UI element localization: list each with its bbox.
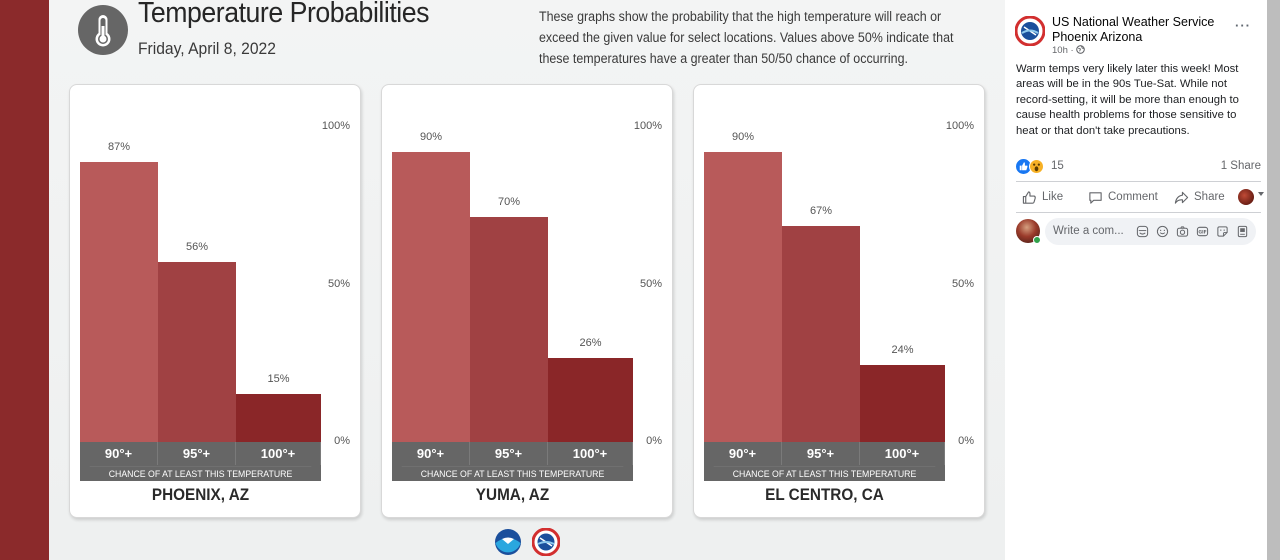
bar-100-plus <box>860 365 945 442</box>
bar-value-label: 90% <box>731 131 755 143</box>
globe-icon <box>1076 45 1086 54</box>
category-label: 90°+ <box>704 442 782 465</box>
reaction-profile-avatar[interactable] <box>1238 189 1254 205</box>
camera-icon[interactable] <box>1176 225 1189 238</box>
like-label: Like <box>1042 191 1064 203</box>
bar-value-label: 26% <box>579 337 602 349</box>
category-strip: 90°+ 95°+ 100°+ CHANCE OF AT LEAST THIS … <box>704 442 945 481</box>
thermometer-icon <box>78 5 128 55</box>
chart-card-phoenix: 87% 56% 15% 100% 50% 0% 90°+ 95°+ 100°+ CHANC… <box>69 84 361 518</box>
bar-value-label: 87% <box>107 141 131 153</box>
y-axis-tick-label: 50% <box>639 278 662 290</box>
reaction-summary[interactable]: 15 1 Share <box>1016 158 1261 176</box>
page-scrollbar[interactable] <box>1267 0 1280 560</box>
bar-value-label: 90% <box>419 131 443 143</box>
wow-reaction-icon <box>1029 159 1044 174</box>
agency-logos <box>492 527 567 558</box>
chart-card-el-centro: 90% 67% 24% 100% 50% 0% 90°+ 95°+ 100°+ CHANC… <box>693 84 985 518</box>
chart-plot: 90% 70% 26% 100% 50% 0% <box>382 85 674 519</box>
x-axis-caption: CHANCE OF AT LEAST THIS TEMPERATURE <box>713 466 936 481</box>
more-options-button[interactable]: ··· <box>1235 18 1251 33</box>
category-label: 95°+ <box>470 442 548 465</box>
location-title: YUMA, AZ <box>475 485 550 504</box>
gif-icon[interactable]: GIF <box>1196 225 1209 238</box>
bar-90-plus <box>392 152 470 442</box>
category-label: 100°+ <box>860 442 945 465</box>
y-axis-tick-label: 50% <box>951 278 974 290</box>
x-axis-caption: CHANCE OF AT LEAST THIS TEMPERATURE <box>89 466 312 481</box>
chevron-down-icon[interactable] <box>1258 192 1264 196</box>
bar-90-plus <box>80 162 158 442</box>
post-text: Warm temps very likely later this week! … <box>1016 63 1239 137</box>
noaa-logo <box>494 528 522 556</box>
y-axis-tick-label: 0% <box>334 435 350 447</box>
divider <box>1016 181 1261 182</box>
category-label: 95°+ <box>158 442 236 465</box>
graphic-description: These graphs show the probability that t… <box>539 9 954 66</box>
bar-95-plus <box>470 217 548 442</box>
thumbs-up-icon <box>1022 190 1036 204</box>
category-label: 95°+ <box>782 442 860 465</box>
bar-95-plus <box>158 262 236 442</box>
post-time[interactable]: 10h · <box>1052 45 1074 56</box>
chart-plot: 90% 67% 24% 100% 50% 0% <box>694 85 986 519</box>
graphic-date: Friday, April 8, 2022 <box>138 39 276 58</box>
sticker-icon[interactable] <box>1216 225 1229 238</box>
y-axis-tick-label: 100% <box>633 120 662 132</box>
facebook-post: US National Weather Service Phoenix Ariz… <box>1005 0 1267 560</box>
divider <box>1016 212 1261 213</box>
y-axis-tick-label: 50% <box>327 278 350 290</box>
like-button[interactable]: Like <box>1022 186 1063 208</box>
comment-box[interactable]: GIF <box>1045 218 1256 245</box>
y-axis-tick-label: 0% <box>958 435 974 447</box>
comment-icon <box>1089 191 1102 204</box>
online-status-indicator <box>1033 236 1041 244</box>
bar-value-label: 70% <box>497 196 521 208</box>
category-label: 90°+ <box>80 442 158 465</box>
comment-label: Comment <box>1108 191 1158 203</box>
page-name-link[interactable]: US National Weather Service Phoenix Ariz… <box>1052 15 1215 44</box>
like-reaction-icon <box>1016 159 1031 174</box>
reaction-count: 15 <box>1051 160 1064 172</box>
share-count[interactable]: 1 Share <box>1220 160 1261 172</box>
avatar-sticker-icon[interactable] <box>1136 225 1149 238</box>
bar-90-plus <box>704 152 782 442</box>
page-avatar[interactable] <box>1014 15 1046 47</box>
share-arrow-icon <box>1174 191 1189 204</box>
nws-logo <box>531 527 561 557</box>
graphic-title: Temperature Probabilities <box>138 0 430 29</box>
category-label: 90°+ <box>392 442 470 465</box>
y-axis-tick-label: 100% <box>321 120 350 132</box>
category-label: 100°+ <box>236 442 321 465</box>
bar-value-label: 56% <box>185 241 209 253</box>
x-axis-caption: CHANCE OF AT LEAST THIS TEMPERATURE <box>401 466 624 481</box>
category-label: 100°+ <box>548 442 633 465</box>
comment-input[interactable] <box>1053 218 1138 245</box>
post-actions: Like Comment Share <box>1016 186 1266 208</box>
bar-value-label: 67% <box>809 205 833 217</box>
share-button[interactable]: Share <box>1174 186 1225 208</box>
emoji-icon[interactable] <box>1156 225 1169 238</box>
share-label: Share <box>1194 191 1225 203</box>
svg-text:GIF: GIF <box>1198 230 1206 236</box>
bar-100-plus <box>548 358 633 442</box>
temperature-graphic: Temperature Probabilities Friday, April … <box>49 0 1005 560</box>
category-strip: 90°+ 95°+ 100°+ CHANCE OF AT LEAST THIS … <box>80 442 321 481</box>
avatar-icon[interactable] <box>1236 225 1249 238</box>
bar-value-label: 24% <box>891 344 914 356</box>
post-meta: 10h · <box>1052 45 1086 56</box>
chart-card-yuma: 90% 70% 26% 100% 50% 0% 90°+ 95°+ 100°+ CHANC… <box>381 84 673 518</box>
location-title: EL CENTRO, CA <box>765 485 884 504</box>
chart-plot: 87% 56% 15% 100% 50% 0% <box>70 85 362 519</box>
category-strip: 90°+ 95°+ 100°+ CHANCE OF AT LEAST THIS … <box>392 442 633 481</box>
location-title: PHOENIX, AZ <box>151 485 250 504</box>
comment-button[interactable]: Comment <box>1088 186 1158 208</box>
bar-100-plus <box>236 394 321 442</box>
side-strip <box>0 0 49 560</box>
y-axis-tick-label: 0% <box>646 435 662 447</box>
bar-value-label: 15% <box>267 373 290 385</box>
y-axis-tick-label: 100% <box>945 120 974 132</box>
bar-95-plus <box>782 226 860 442</box>
